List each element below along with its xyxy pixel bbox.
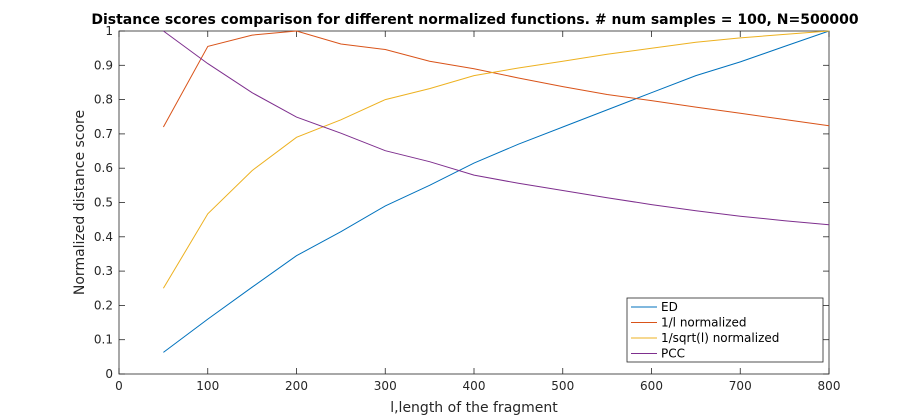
legend-label: ED bbox=[661, 300, 678, 314]
y-tick-label: 0.4 bbox=[94, 230, 113, 244]
series-line-0 bbox=[163, 30, 830, 353]
x-tick-label: 500 bbox=[551, 379, 574, 393]
y-tick-label: 1 bbox=[105, 24, 113, 38]
legend-label: PCC bbox=[661, 347, 685, 361]
x-tick-label: 0 bbox=[115, 379, 123, 393]
y-tick-label: 0.6 bbox=[94, 161, 113, 175]
series-line-3 bbox=[163, 30, 830, 226]
chart-title: Distance scores comparison for different… bbox=[91, 12, 859, 28]
y-tick-label: 0.5 bbox=[94, 196, 113, 210]
x-tick-label: 800 bbox=[818, 379, 841, 393]
x-tick-label: 400 bbox=[463, 379, 486, 393]
y-tick-label: 0.2 bbox=[94, 298, 113, 312]
y-tick-label: 0.3 bbox=[94, 264, 113, 278]
y-tick-label: 0.8 bbox=[94, 93, 113, 107]
legend-label: 1/l normalized bbox=[661, 316, 747, 330]
legend-label: 1/sqrt(l) normalized bbox=[661, 331, 779, 345]
x-axis-label: l,length of the fragment bbox=[390, 400, 558, 416]
y-tick-label: 0.9 bbox=[94, 58, 113, 72]
x-tick-label: 700 bbox=[729, 379, 752, 393]
series-line-1 bbox=[162, 30, 830, 128]
y-tick-label: 0.1 bbox=[94, 333, 113, 347]
y-tick-label: 0 bbox=[105, 367, 113, 381]
x-tick-label: 300 bbox=[374, 379, 397, 393]
x-tick-label: 200 bbox=[285, 379, 308, 393]
y-tick-label: 0.7 bbox=[94, 127, 113, 141]
y-axis-label: Normalized distance score bbox=[72, 110, 88, 295]
series-line-2 bbox=[162, 30, 830, 289]
legend-box bbox=[626, 297, 824, 363]
x-tick-label: 100 bbox=[196, 379, 219, 393]
axis-ticks: 0 100 200 300 400 500 600 700 800 0 0.1 0.2 0.3 0.4 0.… bbox=[94, 24, 841, 393]
x-tick-label: 600 bbox=[640, 379, 663, 393]
series-lines bbox=[162, 30, 830, 353]
